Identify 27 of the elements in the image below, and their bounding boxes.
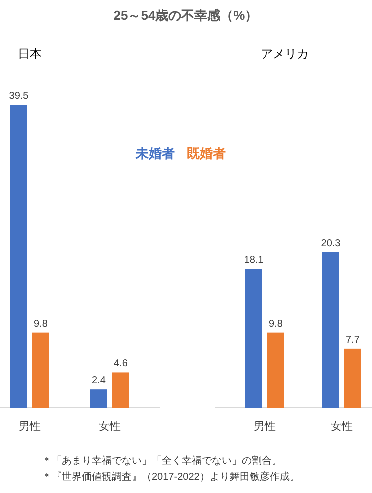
- data-label: 39.5: [9, 91, 30, 102]
- data-label: 9.8: [34, 318, 48, 330]
- x-tick-label: 女性: [331, 421, 353, 433]
- bar: [268, 332, 284, 408]
- bar: [32, 332, 50, 408]
- text: 25～54歳の不幸感（%）: [114, 8, 258, 23]
- text: ＊『世界価値観調査』（2017-2022）より舞田敏彦作成。: [42, 471, 300, 483]
- chart-subtitle: アメリカ: [261, 47, 309, 61]
- text: ＊「あまり幸福でない」「全く幸福でない」の割合。: [42, 455, 282, 467]
- bar: [90, 390, 108, 408]
- data-label: 18.1: [244, 255, 264, 266]
- bar: [10, 105, 28, 408]
- x-tick-label: 女性: [99, 421, 121, 433]
- x-tick-label: 男性: [19, 421, 41, 433]
- data-label: 9.8: [269, 318, 284, 330]
- data-label: 20.3: [321, 238, 342, 250]
- bar: [112, 372, 130, 408]
- x-tick-label: 男性: [254, 421, 276, 433]
- text: 既婚者: [187, 146, 226, 161]
- bar: [344, 348, 362, 408]
- bar: [322, 252, 340, 408]
- bar: [246, 269, 262, 408]
- data-label: 4.6: [114, 358, 128, 370]
- data-label: 2.4: [92, 376, 106, 387]
- data-label: 7.7: [346, 334, 360, 346]
- text: 未婚者: [135, 146, 175, 161]
- chart-subtitle: 日本: [18, 47, 42, 61]
